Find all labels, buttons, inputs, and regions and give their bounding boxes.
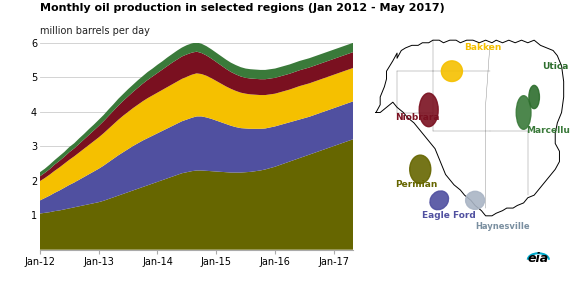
Text: million barrels per day: million barrels per day xyxy=(40,26,150,36)
Text: Marcellus: Marcellus xyxy=(526,126,570,135)
Text: Niobrara: Niobrara xyxy=(395,113,439,122)
Text: Haynesville: Haynesville xyxy=(475,222,530,231)
Text: Eagle Ford: Eagle Ford xyxy=(422,211,476,220)
Text: Permian: Permian xyxy=(395,180,437,189)
Ellipse shape xyxy=(441,61,462,82)
Ellipse shape xyxy=(516,96,531,129)
Text: Utica: Utica xyxy=(543,61,569,71)
Text: Monthly oil production in selected regions (Jan 2012 - May 2017): Monthly oil production in selected regio… xyxy=(40,3,445,13)
Ellipse shape xyxy=(410,155,431,184)
Ellipse shape xyxy=(466,191,484,210)
Text: eia: eia xyxy=(528,252,549,265)
Ellipse shape xyxy=(419,93,438,127)
Text: Bakken: Bakken xyxy=(465,43,502,53)
Ellipse shape xyxy=(430,191,449,210)
Ellipse shape xyxy=(529,85,539,108)
